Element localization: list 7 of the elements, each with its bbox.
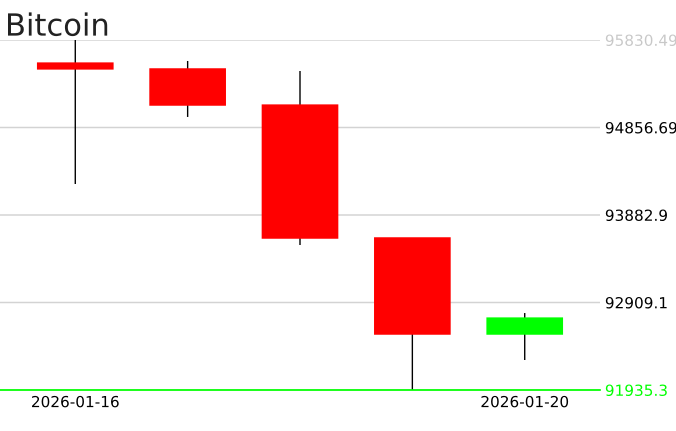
y-tick-label: 92909.1 bbox=[606, 296, 667, 309]
x-tick-label: 2026-01-16 bbox=[32, 396, 119, 408]
x-tick-label: 2026-01-20 bbox=[481, 396, 568, 408]
y-tick-label: 93882.9 bbox=[606, 209, 667, 222]
candlestick bbox=[36, 40, 114, 185]
chart-title: Bitcoin bbox=[8, 12, 108, 36]
y-tick-label: 91935.3 bbox=[606, 384, 667, 396]
